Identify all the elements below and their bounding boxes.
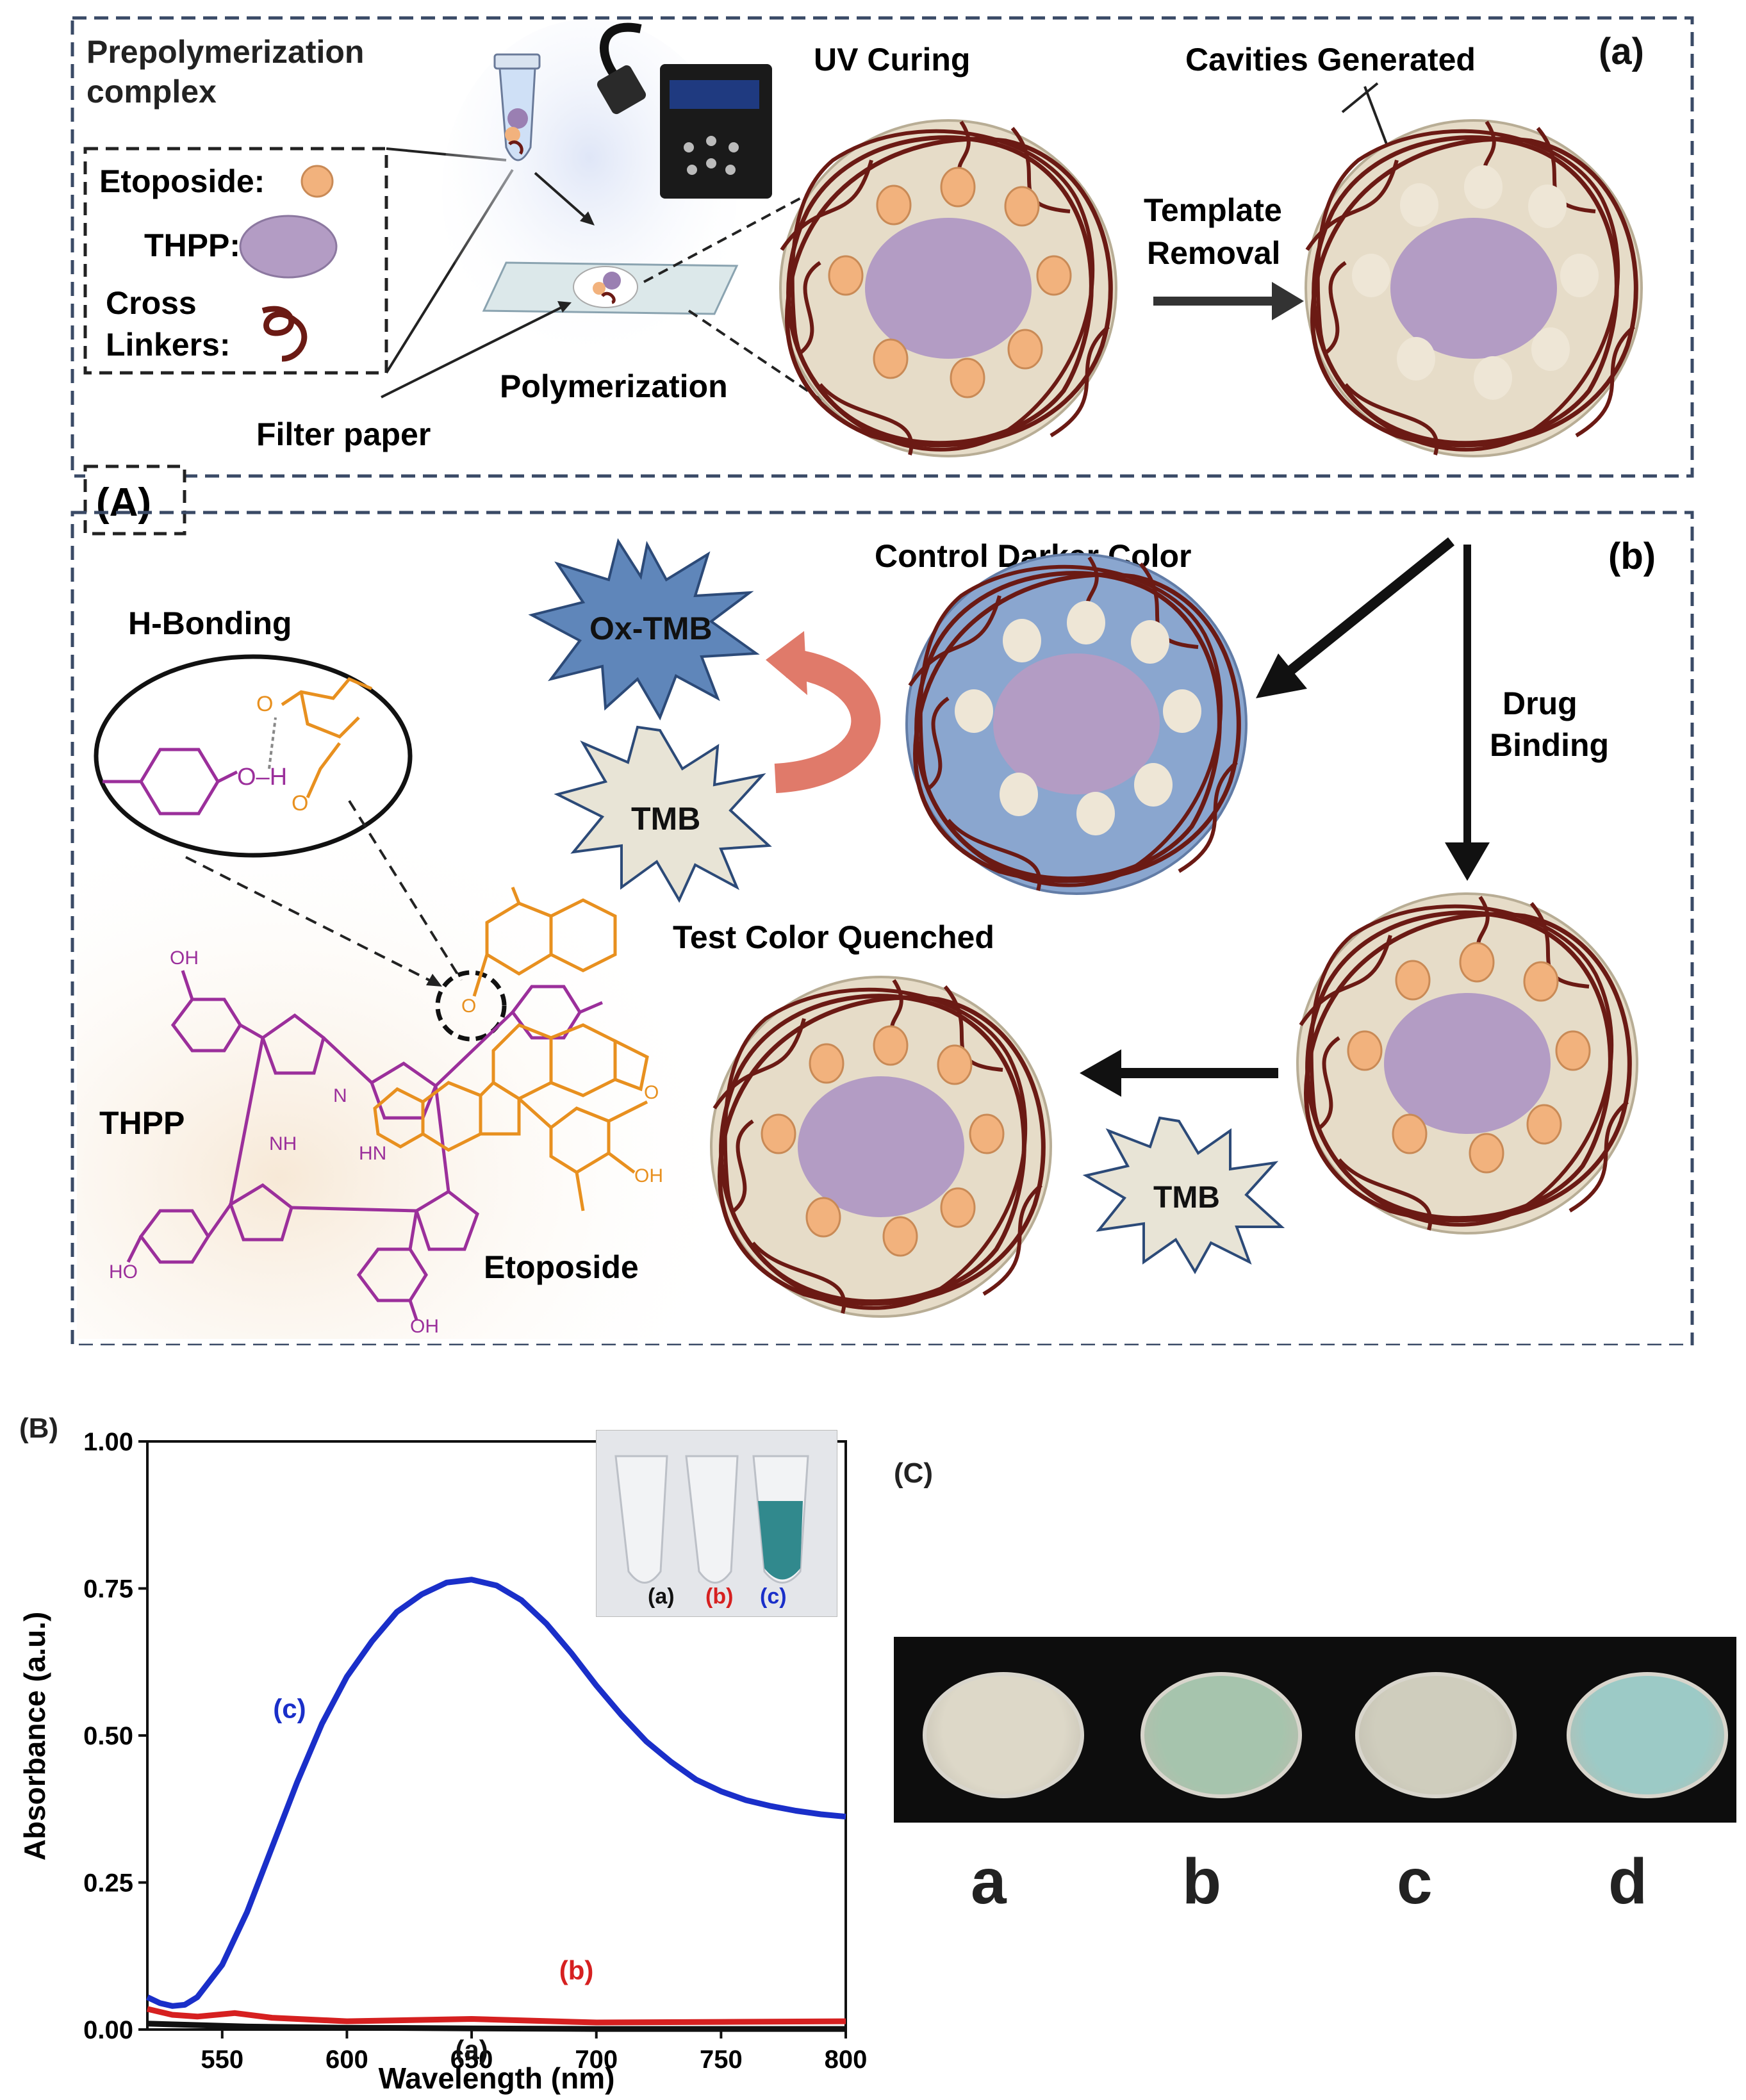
etoposide-icon [301, 165, 334, 198]
series-line-c [146, 1577, 846, 2009]
x-axis-label: Wavelength (nm) [379, 2062, 615, 2095]
thpp-label: THPP [99, 1105, 185, 1141]
svg-text:O: O [461, 996, 476, 1017]
svg-text:O–H: O–H [237, 764, 287, 791]
tube-b [685, 1455, 739, 1584]
schematic-diagram: (a) Prepolymerization complex Etoposide:… [70, 16, 1694, 1345]
svg-text:N: N [333, 1085, 347, 1106]
well-b [1141, 1672, 1302, 1798]
binding-label: Binding [1490, 727, 1609, 763]
tmb-label-1: TMB [631, 801, 700, 837]
series-annotation: (c) [273, 1693, 306, 1723]
y-axis-label: Absorbance (a.u.) [18, 1612, 51, 1861]
wells-photo [894, 1637, 1736, 1823]
etoposide-label: Etoposide [484, 1249, 639, 1285]
mip-disc-cavities [1305, 119, 1643, 457]
panel-a-border [70, 16, 1694, 478]
tube-c-blue-solution [758, 1501, 803, 1580]
tmb-star-icon: TMB [554, 725, 772, 903]
uv-curing-label: UV Curing [814, 42, 970, 78]
svg-text:O: O [292, 791, 308, 816]
y-tick-label: 0.75 [83, 1575, 133, 1604]
panel-A-label: (A) [96, 480, 151, 525]
ox-tmb-star-icon: Ox-TMB [528, 537, 760, 721]
svg-text:OH: OH [170, 947, 199, 969]
legend-etoposide-label: Etoposide: [99, 163, 265, 199]
panel-a-label: (a) [1599, 31, 1644, 72]
oxidation-curved-arrow [774, 648, 881, 793]
crosslinker-icon [261, 306, 308, 362]
thpp-molecule [126, 970, 603, 1320]
prepolymerization-label: Prepolymerization [86, 34, 364, 70]
h-bond-structure: O–H O O [103, 677, 372, 816]
x-tick-label: 800 [825, 2046, 868, 2074]
well-label-d: d [1608, 1846, 1648, 1917]
well-d [1567, 1672, 1728, 1798]
svg-text:OH: OH [410, 1316, 439, 1337]
tubes-inset-photo: (a) (b) (c) [596, 1430, 837, 1617]
series-line-b [146, 2006, 846, 2026]
svg-text:OH: OH [634, 1165, 663, 1186]
legend-linkers-label: Linkers: [106, 327, 231, 363]
well-label-a: a [971, 1846, 1007, 1917]
series-annotation: (b) [559, 1955, 594, 1985]
x-tick-label: 700 [575, 2046, 618, 2074]
mip-disc-control-blue [905, 553, 1248, 895]
x-tick-label: 600 [325, 2046, 368, 2074]
eppendorf-tube-icon [493, 53, 541, 161]
svg-text:HN: HN [359, 1143, 386, 1164]
absorbance-chart: 0.000.250.500.751.00 550 600 650 700 750 800 … [18, 1428, 868, 2095]
filter-paper-label: Filter paper [256, 416, 431, 452]
removal-label: Removal [1147, 235, 1280, 271]
mip-disc-uv-cured [779, 119, 1117, 457]
svg-text:HO: HO [109, 1261, 138, 1283]
svg-text:O: O [644, 1082, 659, 1103]
tmb-label-2: TMB [1153, 1181, 1220, 1215]
legend-thpp-label: THPP: [144, 227, 240, 263]
inset-label-c: (c) [760, 1584, 787, 1609]
uv-lamp-icon [597, 22, 772, 199]
cavities-generated-label: Cavities Generated [1185, 42, 1476, 78]
well-a [923, 1672, 1084, 1798]
y-tick-label: 0.25 [83, 1869, 133, 1898]
panel-b-border [70, 511, 1694, 1345]
h-bonding-zoom-circle [94, 654, 413, 858]
x-tick-label: 650 [450, 2046, 493, 2074]
inset-label-b: (b) [705, 1584, 734, 1609]
series-annotation: (a) [455, 2035, 488, 2065]
panel-b-label: (b) [1608, 536, 1656, 577]
mip-disc-test [710, 976, 1052, 1318]
y-tick-label: 1.00 [83, 1428, 133, 1456]
drug-label: Drug [1503, 685, 1577, 721]
well-label-b: b [1182, 1846, 1222, 1917]
polymerization-label: Polymerization [500, 368, 728, 404]
thpp-icon [239, 215, 338, 279]
x-tick-label: 550 [201, 2046, 243, 2074]
h-bonding-label: H-Bonding [128, 605, 292, 641]
mip-disc-drug-bound [1296, 892, 1638, 1235]
panel-A-label-box [83, 464, 186, 536]
ox-tmb-label: Ox-TMB [589, 611, 712, 646]
panel-B-label: (B) [19, 1413, 59, 1444]
y-tick-label: 0.00 [83, 2016, 133, 2044]
panel-C-label: (C) [894, 1457, 934, 1489]
template-label: Template [1144, 192, 1282, 228]
inset-label-a: (a) [648, 1584, 675, 1609]
y-tick-label: 0.50 [83, 1722, 133, 1750]
legend-cross-label: Cross [106, 285, 197, 321]
tmb-star-icon-2: TMB [1082, 1116, 1285, 1274]
legend-box [83, 147, 388, 375]
svg-text:O: O [256, 692, 273, 716]
h-bond-site-circle [435, 970, 507, 1042]
well-c [1355, 1672, 1517, 1798]
x-tick-label: 750 [700, 2046, 743, 2074]
svg-text:NH: NH [269, 1133, 297, 1154]
svg-text:complex: complex [86, 74, 217, 110]
series-line-a [147, 2021, 846, 2032]
test-color-quenched-label: Test Color Quenched [673, 919, 994, 955]
tube-a [614, 1455, 668, 1584]
etoposide-molecule [373, 887, 649, 1211]
well-label-c: c [1397, 1846, 1433, 1917]
